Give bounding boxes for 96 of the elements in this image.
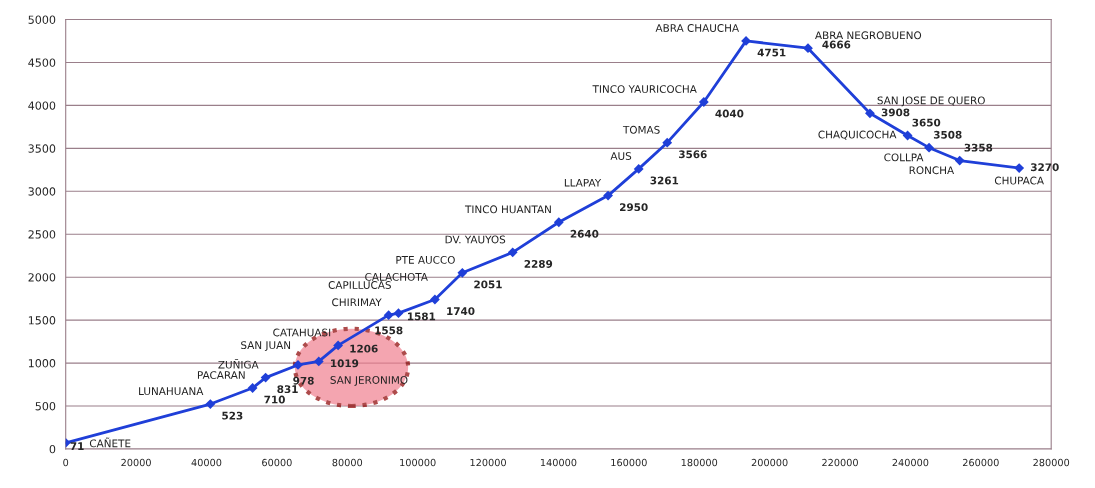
point <box>924 142 934 153</box>
y-tick-label: 3000 <box>28 187 56 196</box>
y-tick-label: 4000 <box>28 101 56 110</box>
x-tick-label: 0 <box>63 458 69 467</box>
annotation: TINCO HUANTAN <box>464 205 551 214</box>
x-tick-label: 100000 <box>400 458 436 467</box>
data-label: 1581 <box>407 312 436 321</box>
point <box>1014 163 1025 174</box>
data-label: 831 <box>277 385 298 394</box>
data-label: 2640 <box>570 229 599 238</box>
data-label: 3508 <box>933 130 962 139</box>
annotation: DV. YAUYOS <box>445 235 506 244</box>
point <box>393 308 404 319</box>
point <box>430 294 440 305</box>
annotation: ZUÑIGA <box>218 358 259 369</box>
x-tick-label: 260000 <box>962 458 999 467</box>
annotation: SAN JUAN <box>241 341 291 351</box>
point <box>902 130 913 141</box>
data-label: 1740 <box>447 307 475 316</box>
y-tick-label: 0 <box>49 444 56 454</box>
annotation: TINCO YAURICOCHA <box>592 85 697 94</box>
annotation: CHIRIMAY <box>332 298 382 307</box>
point <box>205 399 216 409</box>
x-tick-label: 160000 <box>611 458 647 467</box>
annotation: RONCHA <box>909 166 955 175</box>
annotation: ABRA CHAUCHA <box>655 24 740 32</box>
annotation: AUS <box>610 152 632 160</box>
y-tick-label: 2500 <box>28 230 56 239</box>
data-label: 4751 <box>757 48 786 57</box>
annotation: TOMAS <box>622 125 660 134</box>
annotation: CAPILLUCAS <box>328 281 391 289</box>
point <box>247 383 258 393</box>
point <box>313 356 324 367</box>
point <box>662 137 673 148</box>
data-label: 4040 <box>715 109 744 118</box>
point <box>954 155 965 166</box>
x-tick-label: 240000 <box>892 458 929 467</box>
x-tick-label: 180000 <box>681 458 718 467</box>
point <box>633 163 644 174</box>
data-label: 978 <box>293 376 314 385</box>
data-label: 2289 <box>524 260 553 268</box>
y-tick-label: 1500 <box>28 316 56 325</box>
data-label: 4666 <box>822 40 851 49</box>
data-label: 3650 <box>912 118 941 127</box>
annotation: PACARAN <box>197 371 245 380</box>
point <box>333 340 344 351</box>
annotation: CHUPACA <box>994 176 1044 185</box>
annotation: SAN JERONIMO <box>330 376 408 386</box>
point <box>698 97 709 107</box>
x-tick-label: 80000 <box>332 458 363 467</box>
point <box>457 267 468 278</box>
point <box>803 43 813 54</box>
annotation: CALACHOTA <box>365 272 428 281</box>
x-tick-label: 280000 <box>1033 458 1070 467</box>
point <box>553 217 564 228</box>
x-tick-label: 60000 <box>262 458 292 467</box>
y-tick-label: 2000 <box>28 273 56 282</box>
data-label: 710 <box>264 395 285 404</box>
data-label: 3908 <box>881 108 910 117</box>
annotation: ABRA NEGROBUENO <box>815 31 922 40</box>
data-label: 1558 <box>375 326 403 335</box>
x-tick-label: 20000 <box>121 458 151 467</box>
x-tick-label: 220000 <box>822 458 858 467</box>
data-label: 3358 <box>964 143 993 152</box>
point <box>603 190 613 201</box>
annotation: CAÑETE <box>89 437 131 448</box>
x-tick-label: 120000 <box>470 458 506 467</box>
data-label: 1019 <box>331 359 359 368</box>
data-label: 3261 <box>650 176 679 185</box>
y-tick-label: 4500 <box>28 58 56 67</box>
x-tick-label: 40000 <box>191 458 222 467</box>
data-label: 71 <box>70 442 84 450</box>
point <box>865 108 875 119</box>
y-tick-label: 5000 <box>28 15 56 24</box>
data-label: 523 <box>222 411 243 420</box>
y-tick-label: 3500 <box>28 144 56 153</box>
point <box>741 36 751 46</box>
annotation: SAN JOSE DE QUERO <box>877 96 985 107</box>
x-tick-label: 200000 <box>751 458 788 467</box>
data-label: 2950 <box>620 203 648 212</box>
annotation: COLLPA <box>884 153 924 162</box>
data-label: 1206 <box>350 344 378 353</box>
annotation: CATAHUASI <box>273 328 331 337</box>
point <box>507 247 518 258</box>
y-tick-label: 500 <box>35 401 56 411</box>
annotation: CHAQUICOCHA <box>818 130 897 140</box>
point <box>383 310 394 321</box>
annotation: LLAPAY <box>564 178 602 187</box>
data-label: 3270 <box>1030 163 1059 172</box>
x-tick-label: 140000 <box>540 458 577 467</box>
point <box>260 372 271 383</box>
data-label: 2051 <box>474 280 502 289</box>
annotation: LUNAHUANA <box>139 387 204 396</box>
y-tick-label: 1000 <box>28 359 56 368</box>
data-label: 3566 <box>679 150 707 159</box>
annotation: PTE AUCCO <box>396 255 455 264</box>
